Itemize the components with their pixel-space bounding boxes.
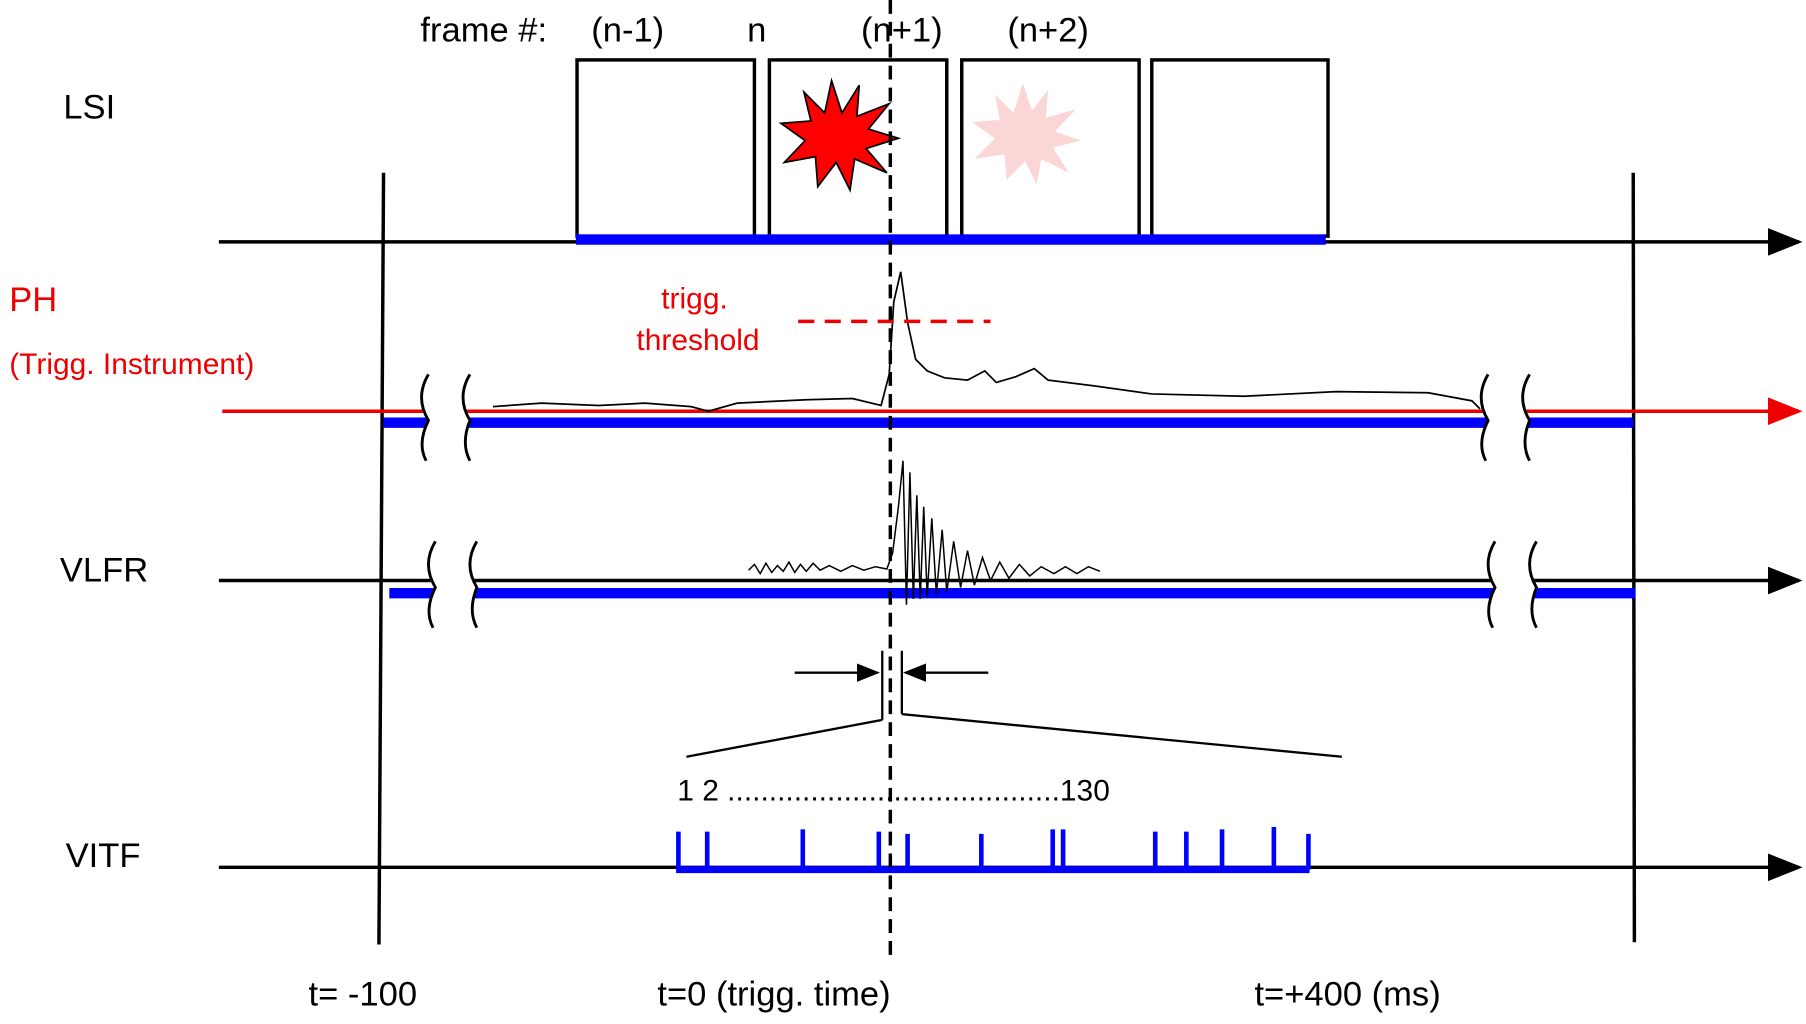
time-label: t= -100 xyxy=(309,975,418,1013)
frame-label: frame #: xyxy=(420,11,547,49)
time-label: t=+400 (ms) xyxy=(1254,975,1440,1013)
frame-index: (n+2) xyxy=(1007,11,1089,49)
frame-header: frame #: (n-1) n (n+1) (n+2) xyxy=(420,11,1089,49)
window-end xyxy=(1631,172,1637,943)
row-label: VLFR xyxy=(60,552,148,590)
blue-bars xyxy=(383,234,1636,874)
row-sublabel: (Trigg. Instrument) xyxy=(9,348,254,381)
faded-star xyxy=(972,82,1081,185)
frame-box xyxy=(575,58,757,238)
axis-breaks xyxy=(420,373,1539,629)
row-label: PH xyxy=(9,281,57,319)
threshold-label: trigg. xyxy=(661,283,728,316)
ph-signal xyxy=(492,271,1481,413)
row-label: VITF xyxy=(66,837,141,875)
frame-index: n xyxy=(747,11,766,49)
frame-index: (n+1) xyxy=(861,11,943,49)
flash-star xyxy=(778,77,902,193)
frames xyxy=(575,58,1330,238)
vlfr-signal xyxy=(748,460,1101,605)
zoom-indicator xyxy=(686,650,1342,758)
frame-box xyxy=(1150,58,1330,238)
vitf-pulses xyxy=(676,827,1311,870)
frame-index: (n-1) xyxy=(591,11,664,49)
time-label: t=0 (trigg. time) xyxy=(657,975,890,1013)
window-start xyxy=(377,172,386,945)
threshold-label: threshold xyxy=(636,324,759,357)
row-label: LSI xyxy=(63,89,115,127)
sample-counter: 1 2 ....................................… xyxy=(677,774,1110,807)
